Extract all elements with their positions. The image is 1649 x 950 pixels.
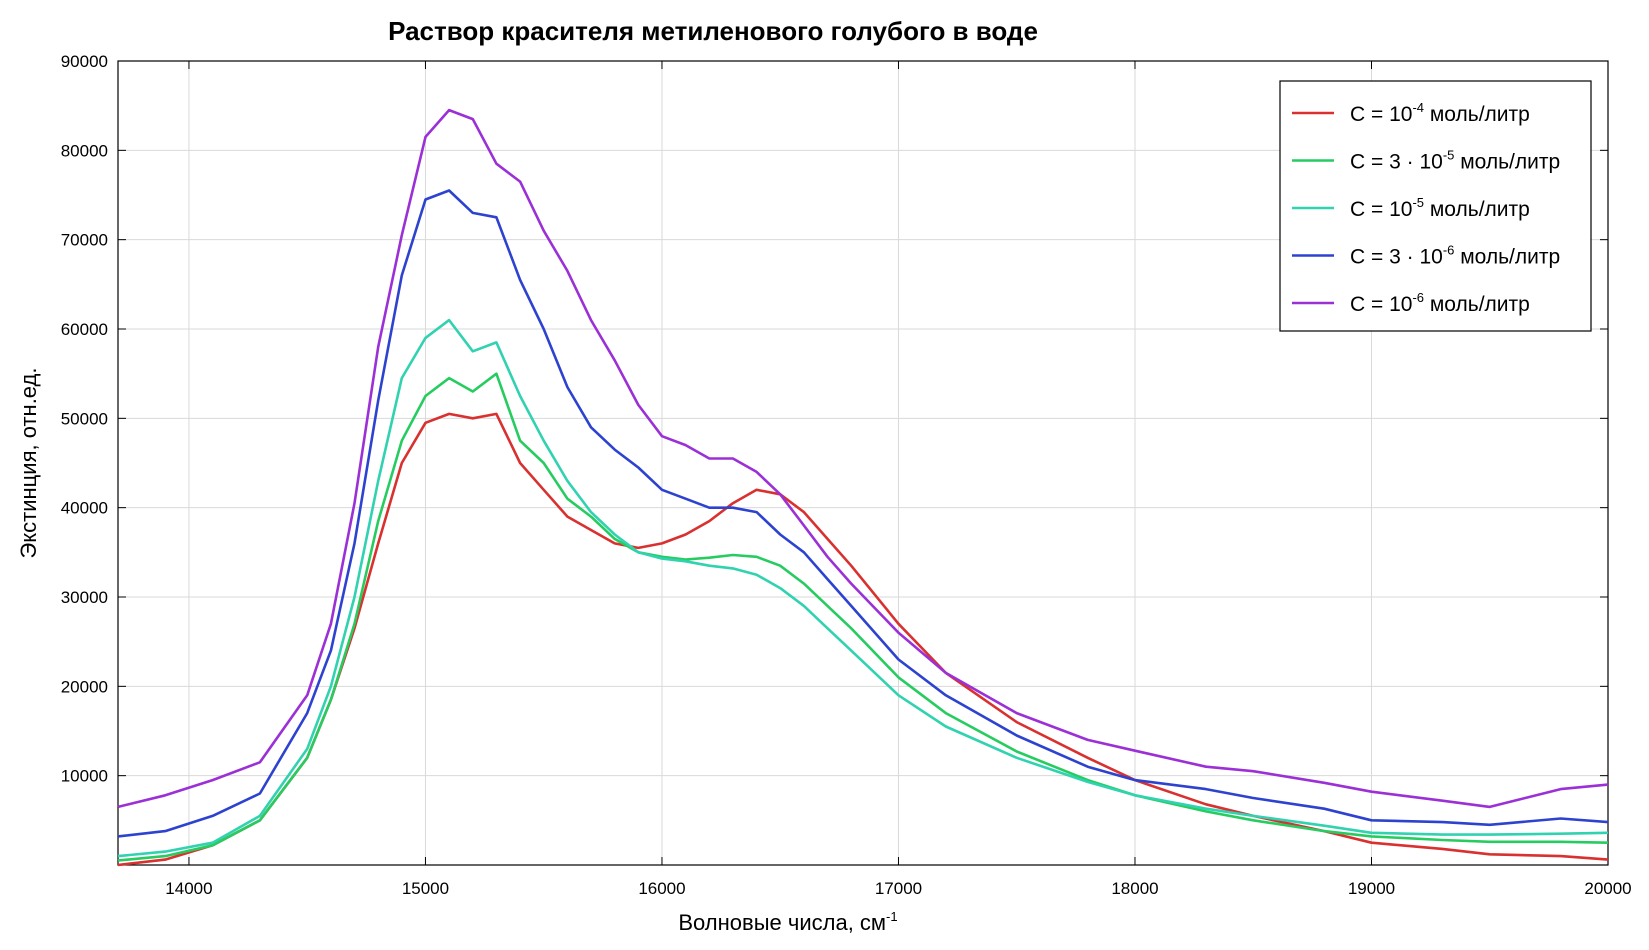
series-line-3 bbox=[117, 318, 1609, 858]
x-axis-label: Волновые числа, см-1 bbox=[678, 909, 897, 935]
legend-label-5: C = 10-6 моль/литр bbox=[1350, 290, 1530, 316]
y-tick-label: 30000 bbox=[61, 588, 108, 607]
x-tick-label: 18000 bbox=[1111, 879, 1158, 898]
series-line-2 bbox=[117, 372, 1609, 862]
y-tick-label: 70000 bbox=[61, 231, 108, 250]
y-tick-label: 60000 bbox=[61, 320, 108, 339]
y-axis-label: Экстинция, отн.ед. bbox=[16, 367, 41, 558]
series-line-1 bbox=[117, 412, 1609, 867]
y-tick-label: 20000 bbox=[61, 677, 108, 696]
legend-label-2: C = 3 · 10-5 моль/литр bbox=[1350, 148, 1560, 174]
legend: C = 10-4 моль/литр C = 3 · 10-5 моль/литр… bbox=[1279, 80, 1592, 332]
x-tick-label: 16000 bbox=[638, 879, 685, 898]
y-tick-label: 90000 bbox=[61, 52, 108, 71]
y-tick-label: 10000 bbox=[61, 767, 108, 786]
x-tick-label: 17000 bbox=[875, 879, 922, 898]
series-line-4 bbox=[117, 189, 1609, 838]
series-lines bbox=[117, 108, 1609, 867]
x-axis: 14000 15000 16000 17000 18000 19000 20000 bbox=[165, 61, 1632, 898]
x-tick-label: 20000 bbox=[1584, 879, 1631, 898]
y-tick-label: 40000 bbox=[61, 499, 108, 518]
x-tick-label: 15000 bbox=[402, 879, 449, 898]
plot-area-frame bbox=[117, 60, 1609, 866]
series-line-5 bbox=[117, 108, 1609, 809]
y-tick-label: 50000 bbox=[61, 409, 108, 428]
legend-label-3: C = 10-5 моль/литр bbox=[1350, 195, 1530, 221]
x-tick-label: 14000 bbox=[165, 879, 212, 898]
y-tick-label: 80000 bbox=[61, 141, 108, 160]
chart-title: Раствор красителя метиленового голубого … bbox=[388, 16, 1038, 46]
legend-label-4: C = 3 · 10-6 моль/литр bbox=[1350, 243, 1560, 269]
x-tick-label: 19000 bbox=[1348, 879, 1395, 898]
legend-box bbox=[1279, 80, 1592, 332]
y-axis: 10000 20000 30000 40000 50000 60000 70000 80000… bbox=[61, 52, 1608, 786]
legend-label-1: C = 10-4 моль/литр bbox=[1350, 100, 1530, 126]
